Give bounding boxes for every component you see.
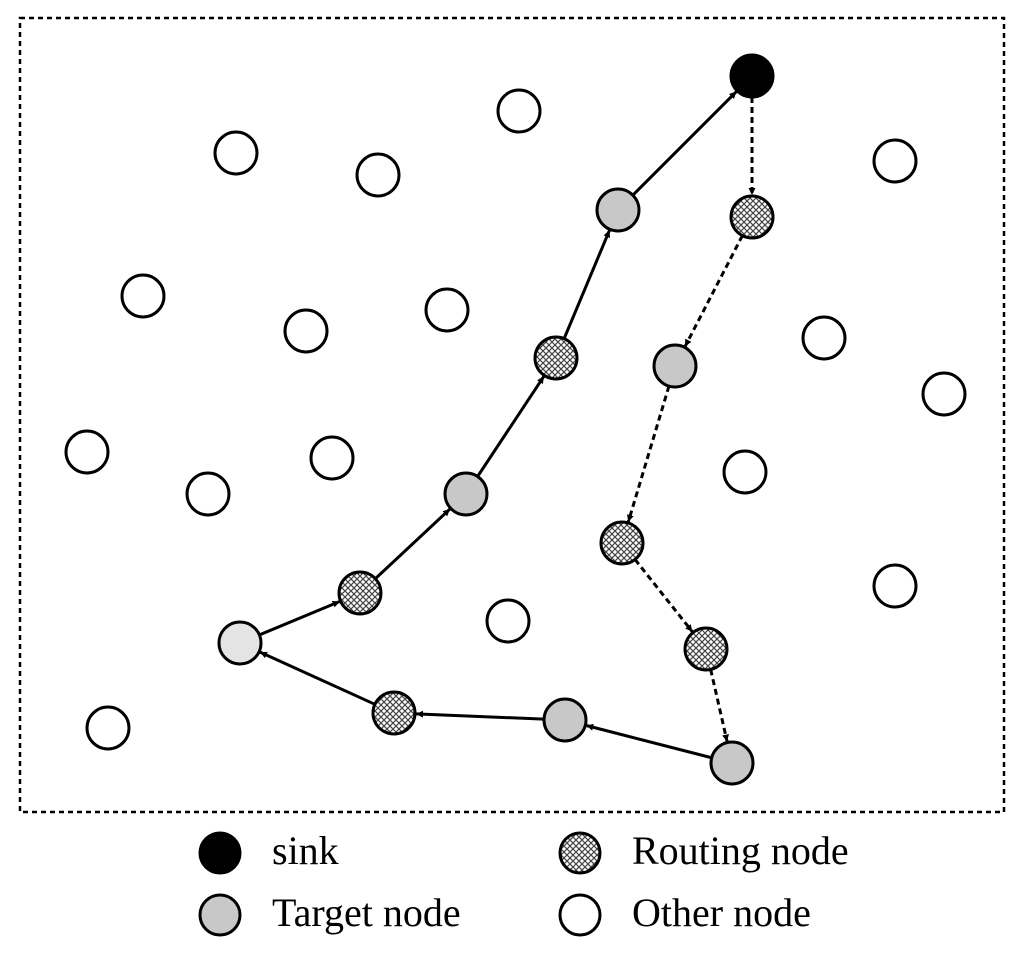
- legend-other-icon: [558, 893, 602, 937]
- routing-node: [533, 335, 579, 381]
- other-node: [64, 429, 110, 475]
- dashed-edge: [683, 234, 744, 348]
- other-node: [424, 287, 470, 333]
- dashed-edge: [709, 669, 729, 742]
- other-node: [85, 705, 131, 751]
- dashed-edge: [633, 558, 694, 633]
- other-node: [120, 273, 166, 319]
- routing-node: [729, 194, 775, 240]
- other-node: [722, 449, 768, 495]
- other-node: [872, 563, 918, 609]
- legend-label: Target node: [272, 890, 461, 935]
- other-node: [872, 138, 918, 184]
- dashed-edge: [626, 385, 671, 523]
- target-node: [443, 471, 489, 517]
- legend-label: sink: [272, 828, 339, 873]
- legend: sink Routing node Target node Other node: [198, 828, 849, 937]
- legend-routing-icon: [558, 831, 602, 875]
- other-node: [283, 308, 329, 354]
- routing-node: [371, 690, 417, 736]
- routing-node: [599, 520, 645, 566]
- legend-label: Routing node: [632, 828, 849, 873]
- solid-edge: [258, 600, 341, 637]
- other-node: [921, 371, 967, 417]
- solid-edge: [631, 90, 738, 197]
- other-node: [496, 88, 542, 134]
- legend-target-icon: [198, 893, 242, 937]
- routing-node: [683, 626, 729, 672]
- other-node: [185, 471, 231, 517]
- routing-node: [337, 570, 383, 616]
- sink-node: [729, 53, 775, 99]
- solid-edge: [562, 229, 611, 340]
- solid-edge: [476, 375, 546, 478]
- other-node: [485, 598, 531, 644]
- target-node: [542, 697, 588, 743]
- other-node: [213, 130, 259, 176]
- solid-edge: [259, 650, 376, 706]
- edges: [258, 90, 756, 760]
- target-node: [652, 343, 698, 389]
- target-node: [595, 187, 641, 233]
- legend-sink-icon: [198, 831, 242, 875]
- solid-edge: [585, 723, 713, 760]
- solid-edge: [374, 507, 451, 580]
- other-node: [309, 435, 355, 481]
- target-node: [709, 740, 755, 786]
- field-border: [18, 16, 1006, 814]
- nodes: [64, 53, 967, 786]
- solid-edge: [415, 710, 545, 721]
- legend-label: Other node: [632, 890, 811, 935]
- other-node: [801, 315, 847, 361]
- target-node: [217, 620, 263, 666]
- other-node: [355, 152, 401, 198]
